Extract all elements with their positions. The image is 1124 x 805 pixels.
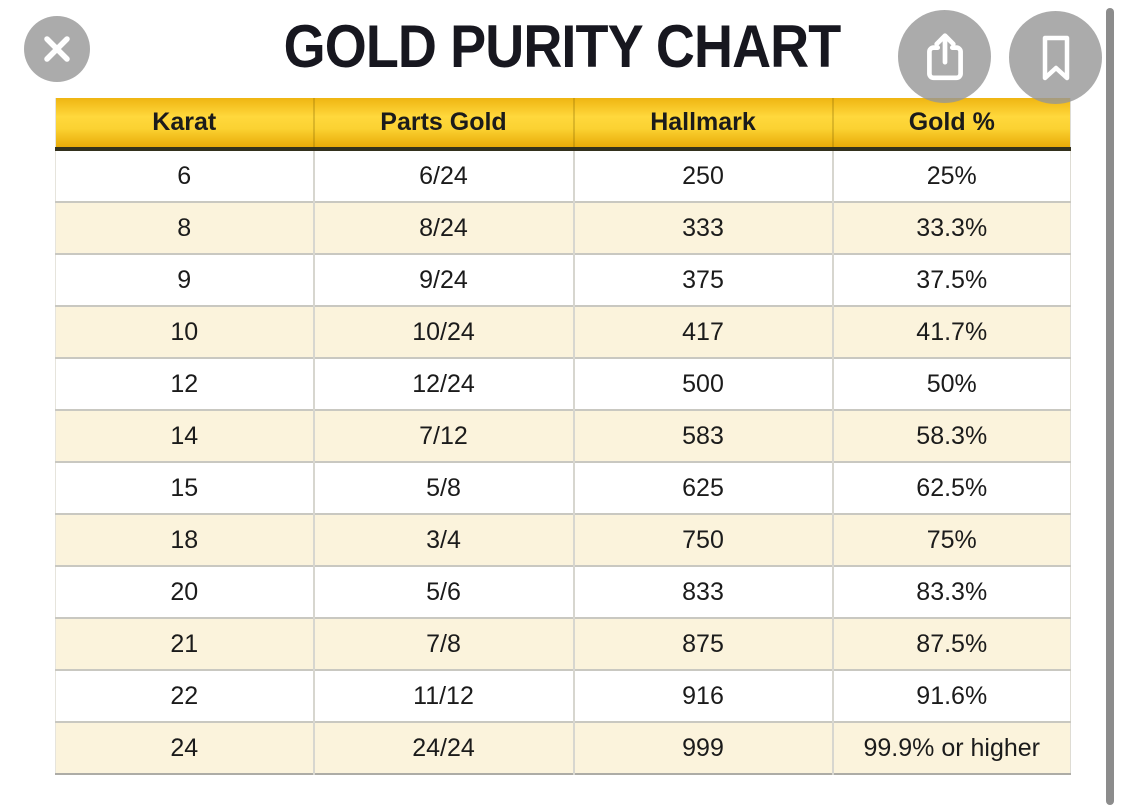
- table-row: 24 24/24 999 99.9% or higher: [55, 721, 1071, 774]
- table-cell: 625: [572, 461, 833, 514]
- table-header-row: Karat Parts Gold Hallmark Gold %: [55, 98, 1071, 151]
- table-cell: 25%: [831, 149, 1071, 202]
- table-cell: 21: [55, 617, 314, 670]
- column-header-gold-pct: Gold %: [831, 98, 1071, 151]
- scrollbar[interactable]: [1106, 8, 1114, 805]
- table-cell: 583: [572, 409, 833, 462]
- table-cell: 41.7%: [831, 305, 1071, 358]
- table-cell: 14: [55, 409, 314, 462]
- table-cell: 10: [55, 305, 314, 358]
- table-cell: 417: [572, 305, 833, 358]
- bookmark-button[interactable]: [1009, 11, 1102, 104]
- table-cell: 500: [572, 357, 833, 410]
- table-cell: 9: [55, 253, 314, 306]
- table-cell: 6/24: [312, 149, 574, 202]
- table-cell: 333: [572, 201, 833, 254]
- table-cell: 875: [572, 617, 833, 670]
- table-row: 15 5/8 625 62.5%: [55, 461, 1071, 514]
- table-cell: 12: [55, 357, 314, 410]
- table-cell: 22: [55, 669, 314, 722]
- table-cell: 6: [55, 149, 314, 202]
- table-cell: 50%: [831, 357, 1071, 410]
- table-row: 21 7/8 875 87.5%: [55, 617, 1071, 670]
- table-cell: 11/12: [312, 669, 574, 722]
- table-cell: 916: [572, 669, 833, 722]
- table-row: 8 8/24 333 33.3%: [55, 201, 1071, 254]
- table-header: Karat Parts Gold Hallmark Gold %: [55, 98, 1071, 151]
- table-row: 9 9/24 375 37.5%: [55, 253, 1071, 306]
- table-cell: 5/8: [312, 461, 574, 514]
- table-cell: 5/6: [312, 565, 574, 618]
- table-row: 20 5/6 833 83.3%: [55, 565, 1071, 618]
- table-cell: 87.5%: [831, 617, 1071, 670]
- table-cell: 10/24: [312, 305, 574, 358]
- table-row: 10 10/24 417 41.7%: [55, 305, 1071, 358]
- column-header-parts-gold: Parts Gold: [312, 98, 574, 151]
- gold-purity-table: Karat Parts Gold Hallmark Gold % 6 6/24 25…: [55, 98, 1071, 775]
- table-row: 6 6/24 250 25%: [55, 149, 1071, 202]
- table-cell: 833: [572, 565, 833, 618]
- table-row: 18 3/4 750 75%: [55, 513, 1071, 566]
- table-cell: 33.3%: [831, 201, 1071, 254]
- bookmark-icon: [1042, 35, 1069, 80]
- share-icon: [926, 32, 963, 80]
- table-cell: 7/8: [312, 617, 574, 670]
- table-cell: 18: [55, 513, 314, 566]
- table-cell: 999: [572, 721, 833, 774]
- page-title: GOLD PURITY CHART: [283, 13, 842, 80]
- table-body: 6 6/24 250 25% 8 8/24 333 33.3% 9 9/24 375 37.5% 10 1…: [55, 149, 1071, 774]
- column-header-hallmark: Hallmark: [572, 98, 833, 151]
- table-cell: 375: [572, 253, 833, 306]
- table-cell: 250: [572, 149, 833, 202]
- table-cell: 20: [55, 565, 314, 618]
- table-cell: 37.5%: [831, 253, 1071, 306]
- table-cell: 9/24: [312, 253, 574, 306]
- table-cell: 91.6%: [831, 669, 1071, 722]
- table-row: 12 12/24 500 50%: [55, 357, 1071, 410]
- table-cell: 24: [55, 721, 314, 774]
- table-cell: 62.5%: [831, 461, 1071, 514]
- share-button[interactable]: [898, 10, 991, 103]
- table-cell: 8/24: [312, 201, 574, 254]
- table-cell: 750: [572, 513, 833, 566]
- table-cell: 58.3%: [831, 409, 1071, 462]
- close-icon: [44, 36, 70, 62]
- table-cell: 15: [55, 461, 314, 514]
- table-cell: 75%: [831, 513, 1071, 566]
- table-row: 22 11/12 916 91.6%: [55, 669, 1071, 722]
- table-cell: 3/4: [312, 513, 574, 566]
- table-cell: 24/24: [312, 721, 574, 774]
- table-cell: 83.3%: [831, 565, 1071, 618]
- column-header-karat: Karat: [55, 98, 314, 151]
- table-cell: 99.9% or higher: [831, 721, 1071, 774]
- table-cell: 12/24: [312, 357, 574, 410]
- table-row: 14 7/12 583 58.3%: [55, 409, 1071, 462]
- table-cell: 7/12: [312, 409, 574, 462]
- table-cell: 8: [55, 201, 314, 254]
- close-button[interactable]: [24, 16, 90, 82]
